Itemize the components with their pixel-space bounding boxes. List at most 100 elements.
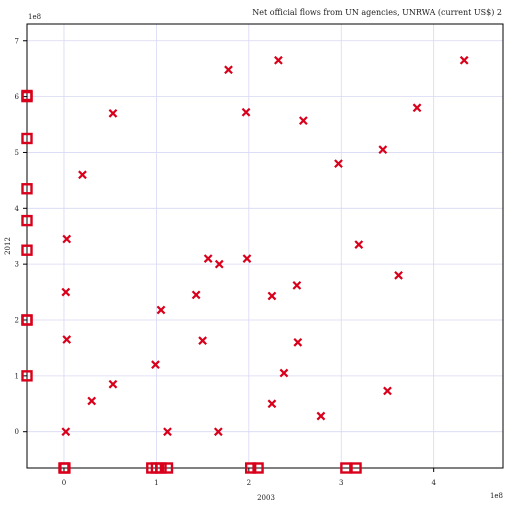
- data-point: [241, 107, 251, 117]
- y-tick-label: 6: [15, 93, 20, 101]
- data-point: [354, 240, 364, 249]
- data-point: [267, 291, 277, 301]
- data-point-stroke: [383, 386, 392, 396]
- data-point: [203, 254, 213, 263]
- y-tick-label: 3: [15, 261, 19, 269]
- data-point: [78, 170, 87, 180]
- data-point: [412, 103, 422, 113]
- data-point-stroke: [151, 360, 160, 370]
- data-point: [198, 336, 207, 346]
- data-point-stroke: [213, 427, 223, 437]
- data-point-stroke: [412, 103, 422, 113]
- grid: [27, 24, 503, 468]
- x-missing-marker: [21, 244, 33, 256]
- data-point: [334, 159, 343, 169]
- data-point-stroke: [279, 368, 289, 378]
- data-point-stroke: [316, 411, 326, 421]
- data-point-stroke: [292, 280, 302, 290]
- y-tick-label: 5: [15, 149, 19, 157]
- data-markers: [61, 55, 469, 437]
- x-missing-marker: [21, 370, 33, 382]
- data-point-stroke: [62, 335, 72, 344]
- data-point-stroke: [394, 270, 403, 280]
- data-point: [213, 427, 223, 437]
- y-missing-marker: [155, 462, 167, 474]
- data-point: [151, 360, 160, 370]
- data-point: [292, 280, 302, 290]
- data-point: [293, 337, 303, 347]
- data-point: [267, 399, 277, 409]
- data-point-stroke: [78, 170, 87, 180]
- data-point: [394, 270, 403, 280]
- data-point: [214, 259, 224, 269]
- y-missing-marker: [350, 462, 362, 474]
- data-point-stroke: [293, 337, 303, 347]
- x-tick-label: 3: [339, 479, 343, 487]
- data-point-stroke: [459, 55, 469, 65]
- y-missing-marker: [161, 462, 174, 474]
- y-axis-multiplier: 1e8: [28, 13, 41, 21]
- data-point: [156, 305, 166, 315]
- chart-title: Net official flows from UN agencies, UNR…: [252, 8, 502, 17]
- data-point: [62, 234, 72, 244]
- data-point: [224, 65, 233, 75]
- data-point: [191, 290, 201, 300]
- x-tick-label: 4: [431, 479, 436, 487]
- data-point-stroke: [62, 234, 72, 244]
- data-point: [163, 427, 172, 437]
- data-point: [378, 145, 388, 155]
- data-point-stroke: [354, 240, 364, 249]
- plot-frame: [26, 23, 504, 469]
- data-point-stroke: [267, 291, 277, 301]
- axis-ticks: 0 1 2 3 4 0 1 2 3 4 5 6 7: [15, 37, 437, 487]
- data-point: [459, 55, 469, 65]
- data-point-stroke: [163, 427, 172, 437]
- data-point: [108, 108, 118, 118]
- data-point: [61, 287, 71, 297]
- data-point: [62, 335, 72, 344]
- data-point-stroke: [61, 427, 71, 437]
- data-point-stroke: [108, 379, 118, 389]
- x-missing-marker: [21, 132, 33, 145]
- y-tick-label: 0: [15, 428, 19, 436]
- data-point-stroke: [214, 259, 224, 269]
- data-point-stroke: [378, 145, 388, 155]
- x-tick-label: 2: [247, 479, 251, 487]
- x-missing-marker: [21, 89, 33, 102]
- x-tick-label: 0: [62, 479, 66, 487]
- y-tick-label: 1: [15, 372, 19, 380]
- data-point: [298, 116, 308, 125]
- data-point-stroke: [242, 254, 252, 263]
- y-tick-label: 4: [15, 205, 20, 213]
- data-point: [279, 368, 289, 378]
- x-axis-multiplier: 1e8: [490, 492, 503, 500]
- data-point-stroke: [224, 65, 233, 75]
- data-point-stroke: [334, 159, 343, 169]
- data-point: [61, 427, 71, 437]
- y-axis-label: 2012: [4, 237, 12, 255]
- y-missing-marker: [59, 462, 71, 474]
- data-point: [242, 254, 252, 263]
- data-point-stroke: [298, 116, 308, 125]
- x-tick-label: 1: [154, 479, 158, 487]
- data-point-stroke: [274, 55, 283, 65]
- x-axis-label: 2003: [257, 494, 275, 502]
- y-tick-label: 2: [15, 317, 19, 325]
- x-missing-marker: [21, 183, 33, 195]
- data-point-stroke: [203, 254, 213, 263]
- data-point: [274, 55, 283, 65]
- data-point: [316, 411, 326, 421]
- x-missing-marker: [21, 214, 33, 227]
- data-point-stroke: [156, 305, 166, 315]
- data-point-stroke: [241, 107, 251, 117]
- data-point: [108, 379, 118, 389]
- data-point-stroke: [87, 396, 97, 406]
- y-missing-marker: [252, 462, 264, 474]
- data-point-stroke: [267, 399, 277, 409]
- data-point-stroke: [191, 290, 201, 300]
- y-tick-label: 7: [15, 37, 19, 45]
- x-missing-marker: [21, 314, 33, 326]
- data-point: [87, 396, 97, 406]
- data-point-stroke: [108, 108, 118, 118]
